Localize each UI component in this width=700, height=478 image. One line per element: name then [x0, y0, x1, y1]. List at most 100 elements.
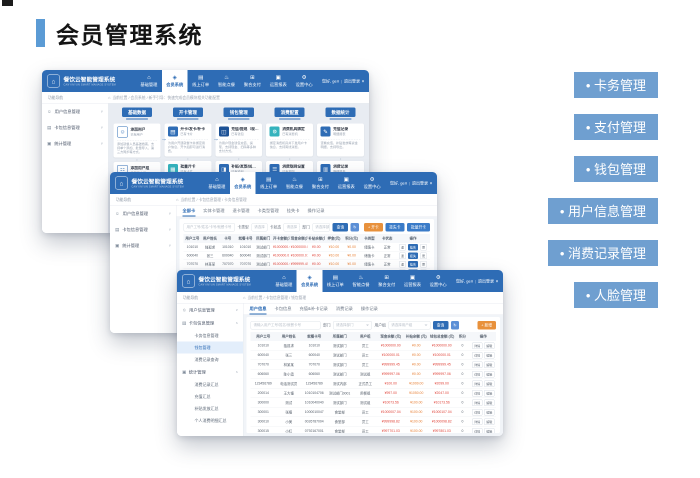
edit-button[interactable]: 编辑 [484, 389, 495, 397]
chevron-down-icon[interactable]: ▾ [361, 78, 364, 84]
tab[interactable]: 退卡管理 [233, 208, 250, 217]
sidebar-item[interactable]: ▣ 统计管理 ∧ [177, 366, 243, 379]
sidebar-item[interactable]: ▤ 卡包信息管理 ∨ [110, 222, 176, 238]
sidebar-item[interactable]: 消费记录查询 [177, 354, 243, 366]
logout-link[interactable]: 退出登录 [477, 278, 494, 284]
batch-open-button[interactable]: 批量开卡 [407, 222, 430, 232]
sidebar-item[interactable]: ▣ 统计管理 ∨ [42, 136, 108, 152]
return-card-button[interactable]: 退 [398, 252, 406, 259]
report-loss-button[interactable]: 挂失卡 [385, 222, 405, 232]
return-card-button[interactable]: 退 [398, 260, 406, 268]
detail-button[interactable]: 详情 [472, 370, 483, 378]
sidebar-item[interactable]: ☺ 用户信息管理 ∨ [110, 206, 176, 222]
tab[interactable]: 操作记录 [361, 306, 378, 315]
nav-item[interactable]: ♨ 智能点餐 [348, 270, 374, 292]
guide-column-header[interactable]: 基础数据 [121, 107, 152, 120]
search-input[interactable] [183, 222, 235, 232]
department-select[interactable]: 请选择部门 [312, 222, 331, 232]
nav-item[interactable]: ▤ 线上订单 [188, 70, 214, 92]
chevron-down-icon[interactable]: ▾ [495, 278, 498, 284]
detail-button[interactable]: 详情 [472, 351, 483, 359]
tab[interactable]: 充值&补卡记录 [300, 306, 328, 315]
nav-item[interactable]: ◈ 会员系统 [296, 270, 323, 292]
nav-item[interactable]: ♨ 智能点餐 [214, 70, 240, 92]
edit-button[interactable]: 编辑 [484, 380, 495, 387]
sidebar-item[interactable]: 消费记录汇总 [177, 379, 243, 391]
loss-button[interactable]: 挂失 [407, 260, 419, 268]
search-button[interactable]: 查询 [432, 320, 449, 330]
nav-item[interactable]: ⊞ 聚合支付 [307, 172, 333, 194]
user-group-select[interactable]: 请选择用户组 [388, 320, 431, 330]
detail-button[interactable]: 详情 [472, 418, 483, 425]
reset-button[interactable]: ↻ [450, 320, 460, 330]
add-user-button[interactable]: + 新增 [477, 320, 496, 330]
sidebar-item[interactable]: 个人消费明细汇总 [177, 415, 243, 427]
guide-column-header[interactable]: 钱包管理 [223, 107, 254, 120]
open-card-button[interactable]: + 开卡 [364, 222, 383, 232]
guide-column-header[interactable]: 数据统计 [325, 107, 356, 120]
edit-button[interactable]: 编辑 [484, 418, 495, 425]
card-status-select[interactable]: 请选择 [283, 222, 300, 232]
detail-button[interactable]: 详情 [472, 342, 483, 349]
tab[interactable]: 用户信息 [249, 306, 267, 315]
nav-item[interactable]: ◈ 会员系统 [229, 172, 256, 194]
nav-item[interactable]: ◈ 会员系统 [161, 70, 188, 92]
detail-button[interactable]: 详情 [472, 361, 483, 368]
reset-button[interactable]: ↻ [350, 222, 360, 232]
nav-item[interactable]: ⌂ 基础管理 [136, 70, 162, 92]
guide-card[interactable]: ▤ 开卡/发卡/补卡 已有卡片 为用户开通就餐卡并绑定用户信息，开卡后即可进行消… [164, 123, 212, 157]
search-input[interactable] [250, 320, 321, 330]
more-button[interactable]: 更 [420, 252, 428, 259]
edit-button[interactable]: 编辑 [484, 342, 495, 349]
tab[interactable]: 全部卡 [182, 208, 196, 217]
nav-item[interactable]: ▤ 线上订单 [322, 270, 348, 292]
detail-button[interactable]: 详情 [472, 399, 483, 406]
guide-column-header[interactable]: 开卡管理 [172, 107, 203, 120]
nav-item[interactable]: ⌂ 基础管理 [204, 172, 230, 194]
tab[interactable]: 消费记录 [336, 306, 353, 315]
chevron-down-icon[interactable]: ▾ [429, 180, 432, 186]
nav-item[interactable]: ⌂ 基础管理 [271, 270, 297, 292]
guide-column-header[interactable]: 消费配置 [274, 107, 305, 120]
guide-card[interactable]: ✎ 充值记录 明细报表 查看充值、补贴发放等资金明细，支持导出。 [317, 123, 364, 157]
guide-card[interactable]: ⚙ 消费机具绑定 已有消费机 绑定消费机具并下发用户卡信息，支持离线消费。 [266, 123, 314, 157]
edit-button[interactable]: 编辑 [484, 361, 495, 368]
sidebar-item[interactable]: ▤ 卡包信息管理 ∨ [42, 120, 108, 136]
sidebar-item[interactable]: 钱包管理 [177, 341, 243, 354]
nav-item[interactable]: ▤ 线上订单 [256, 172, 282, 194]
tab[interactable]: 卡包信息 [275, 306, 292, 315]
nav-item[interactable]: ▣ 运营报表 [400, 270, 426, 292]
nav-item[interactable]: ▣ 运营报表 [333, 172, 359, 194]
loss-button[interactable]: 挂失 [407, 252, 419, 259]
nav-item[interactable]: ▣ 运营报表 [265, 70, 291, 92]
edit-button[interactable]: 编辑 [484, 427, 495, 433]
sidebar-item[interactable]: ▤ 卡包信息管理 ∧ [177, 317, 243, 330]
tab[interactable]: 挂失卡 [287, 208, 300, 217]
nav-item[interactable]: ⚙ 设置中心 [359, 172, 385, 194]
sidebar-item[interactable]: ☺ 用户信息管理 ∨ [42, 104, 108, 120]
guide-card[interactable]: ☺ 添加用户 已有用户 添加就餐人员基础档案，支持单个添加、批量导入、第三方同步… [113, 123, 161, 158]
nav-item[interactable]: ♨ 智能点餐 [282, 172, 308, 194]
sidebar-item[interactable]: ☺ 用户信息管理 ∨ [177, 304, 243, 317]
tab[interactable]: 卡类型管理 [258, 208, 279, 217]
detail-button[interactable]: 详情 [472, 408, 483, 416]
loss-button[interactable]: 挂失 [407, 243, 419, 251]
edit-button[interactable]: 编辑 [484, 399, 495, 406]
sidebar-item[interactable]: 补贴发放汇总 [177, 403, 243, 415]
tab[interactable]: 操作记录 [308, 208, 325, 217]
department-select[interactable]: 请选择部门 [333, 320, 372, 330]
more-button[interactable]: 更 [420, 243, 428, 251]
search-button[interactable]: 查询 [332, 222, 349, 232]
logout-link[interactable]: 退出登录 [411, 180, 428, 186]
edit-button[interactable]: 编辑 [484, 370, 495, 378]
card-type-select[interactable]: 请选择 [251, 222, 268, 232]
nav-item[interactable]: ⚙ 设置中心 [291, 70, 317, 92]
sidebar-item[interactable]: 充值汇总 [177, 391, 243, 403]
logout-link[interactable]: 退出登录 [343, 78, 360, 84]
edit-button[interactable]: 编辑 [484, 408, 495, 416]
nav-item[interactable]: ⚙ 设置中心 [425, 270, 451, 292]
edit-button[interactable]: 编辑 [484, 351, 495, 359]
sidebar-item[interactable]: 卡务信息管理 [177, 330, 243, 342]
more-button[interactable]: 更 [420, 260, 428, 268]
tab[interactable]: 实体卡管理 [203, 208, 224, 217]
